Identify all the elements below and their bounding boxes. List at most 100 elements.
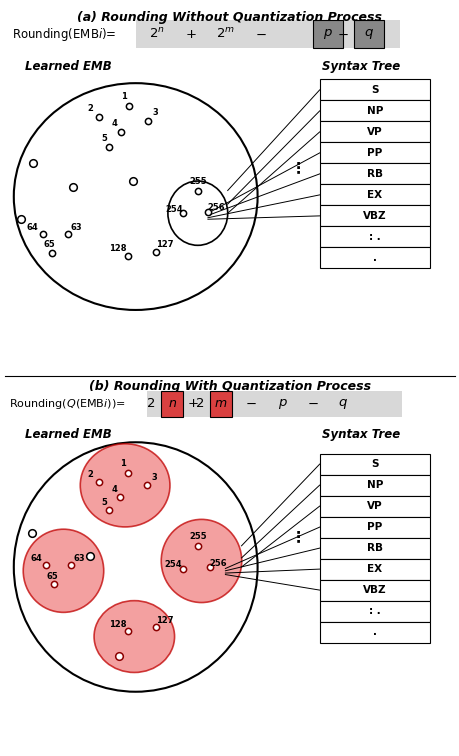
FancyBboxPatch shape [319,142,429,163]
FancyBboxPatch shape [319,559,429,580]
FancyBboxPatch shape [353,20,383,48]
FancyBboxPatch shape [319,184,429,206]
Text: (b) Rounding With Quantization Process: (b) Rounding With Quantization Process [89,380,370,392]
Text: NP: NP [366,480,382,490]
FancyBboxPatch shape [319,206,429,226]
Text: 4: 4 [112,119,118,129]
Text: 2: 2 [88,104,93,113]
Text: 255: 255 [189,532,206,541]
Text: EX: EX [367,190,381,200]
Text: 63: 63 [70,223,82,232]
Text: .: . [372,253,376,263]
Text: Syntax Tree: Syntax Tree [321,428,399,442]
FancyBboxPatch shape [319,79,429,101]
Text: S: S [370,85,378,95]
FancyBboxPatch shape [209,391,231,417]
FancyBboxPatch shape [135,20,399,48]
Text: $p$: $p$ [322,27,332,41]
Text: VBZ: VBZ [362,211,386,221]
FancyBboxPatch shape [319,516,429,538]
Text: 128: 128 [109,244,126,253]
Text: 254: 254 [165,205,182,214]
Text: 3: 3 [152,108,157,117]
Text: 3: 3 [151,473,157,482]
Text: Rounding(EMB$i$)=: Rounding(EMB$i$)= [11,26,116,42]
Text: VBZ: VBZ [362,585,386,595]
FancyBboxPatch shape [319,454,429,475]
FancyBboxPatch shape [319,600,429,621]
Text: 63: 63 [73,554,85,563]
Text: (a) Rounding Without Quantization Process: (a) Rounding Without Quantization Proces… [77,11,382,24]
Text: 128: 128 [109,620,126,629]
FancyBboxPatch shape [319,226,429,247]
Text: $-$: $-$ [255,27,267,41]
Text: $q$: $q$ [337,397,347,411]
Text: 255: 255 [189,177,206,186]
Text: VP: VP [366,501,382,511]
Text: 1: 1 [121,91,127,101]
Text: .: . [372,627,376,637]
Text: 5: 5 [101,498,106,507]
Ellipse shape [161,519,241,603]
Text: $m$: $m$ [214,397,227,411]
Text: 5: 5 [101,134,106,143]
Text: $p$: $p$ [277,397,287,411]
Text: VP: VP [366,127,382,137]
Text: $2$: $2$ [195,397,204,411]
Text: 2: 2 [88,470,93,479]
Text: S: S [370,459,378,469]
FancyBboxPatch shape [319,163,429,184]
Text: Learned EMB: Learned EMB [25,428,112,442]
FancyBboxPatch shape [319,496,429,516]
Text: RB: RB [366,543,382,553]
FancyBboxPatch shape [319,475,429,496]
Text: NP: NP [366,106,382,116]
Text: 64: 64 [30,554,42,563]
Text: : .: : . [368,606,380,616]
Text: 254: 254 [164,560,181,569]
FancyBboxPatch shape [319,538,429,559]
Text: RB: RB [366,169,382,179]
Text: ⋮: ⋮ [290,529,305,544]
Ellipse shape [80,444,170,527]
FancyBboxPatch shape [319,247,429,268]
Text: $-$: $-$ [244,397,256,411]
Text: 127: 127 [156,616,173,625]
Text: $+$: $+$ [185,27,196,41]
Text: 65: 65 [43,240,55,249]
Text: Rounding($Q$(EMB$i$))=: Rounding($Q$(EMB$i$))= [9,397,125,411]
Ellipse shape [168,181,227,245]
Text: EX: EX [367,564,381,574]
FancyBboxPatch shape [319,580,429,600]
Ellipse shape [23,529,104,612]
Text: $-$: $-$ [336,27,348,41]
Ellipse shape [94,600,174,673]
FancyBboxPatch shape [319,621,429,643]
Text: $n$: $n$ [167,397,176,411]
Text: 1: 1 [120,459,126,468]
Text: Learned EMB: Learned EMB [25,60,112,73]
Text: Syntax Tree: Syntax Tree [321,60,399,73]
Text: 256: 256 [209,559,226,568]
Text: $2^n$: $2^n$ [148,27,164,41]
Text: $+$: $+$ [187,397,199,411]
Text: $2^m$: $2^m$ [215,27,235,41]
Text: $2$: $2$ [146,397,155,411]
FancyBboxPatch shape [319,101,429,122]
Text: : .: : . [368,232,380,242]
FancyBboxPatch shape [147,391,402,417]
Text: 127: 127 [156,240,173,249]
Ellipse shape [14,83,257,310]
Text: PP: PP [366,148,382,158]
Text: 4: 4 [111,485,117,494]
FancyBboxPatch shape [161,391,183,417]
Text: 65: 65 [46,572,58,581]
Text: ⋮: ⋮ [290,160,305,175]
Text: 64: 64 [27,223,39,232]
Text: 256: 256 [207,203,224,212]
Text: $-$: $-$ [306,397,318,411]
FancyBboxPatch shape [319,122,429,142]
Text: $q$: $q$ [364,27,373,41]
Text: PP: PP [366,522,382,532]
FancyBboxPatch shape [312,20,342,48]
